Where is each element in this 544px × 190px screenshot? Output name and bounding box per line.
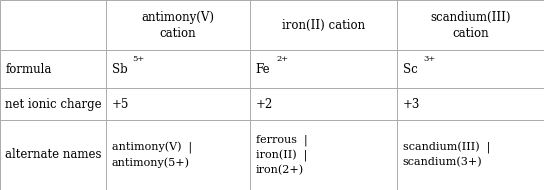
Text: iron(II) cation: iron(II) cation <box>282 19 365 32</box>
Text: antimony(V)
cation: antimony(V) cation <box>141 11 215 40</box>
Text: +3: +3 <box>403 97 420 111</box>
Text: Fe: Fe <box>256 63 270 76</box>
Text: ferrous  |
iron(II)  |
iron(2+): ferrous | iron(II) | iron(2+) <box>256 135 307 175</box>
Text: net ionic charge: net ionic charge <box>5 97 102 111</box>
Text: 3+: 3+ <box>423 55 436 63</box>
Text: scandium(III)  |
scandium(3+): scandium(III) | scandium(3+) <box>403 142 490 168</box>
Text: alternate names: alternate names <box>5 148 102 161</box>
Text: 5+: 5+ <box>132 55 145 63</box>
Text: Sc: Sc <box>403 63 417 76</box>
Text: Sb: Sb <box>112 63 127 76</box>
Text: +2: +2 <box>256 97 273 111</box>
Text: antimony(V)  |
antimony(5+): antimony(V) | antimony(5+) <box>112 142 191 168</box>
Text: 2+: 2+ <box>276 55 288 63</box>
Text: +5: +5 <box>112 97 129 111</box>
Text: formula: formula <box>5 63 52 76</box>
Text: scandium(III)
cation: scandium(III) cation <box>430 11 511 40</box>
